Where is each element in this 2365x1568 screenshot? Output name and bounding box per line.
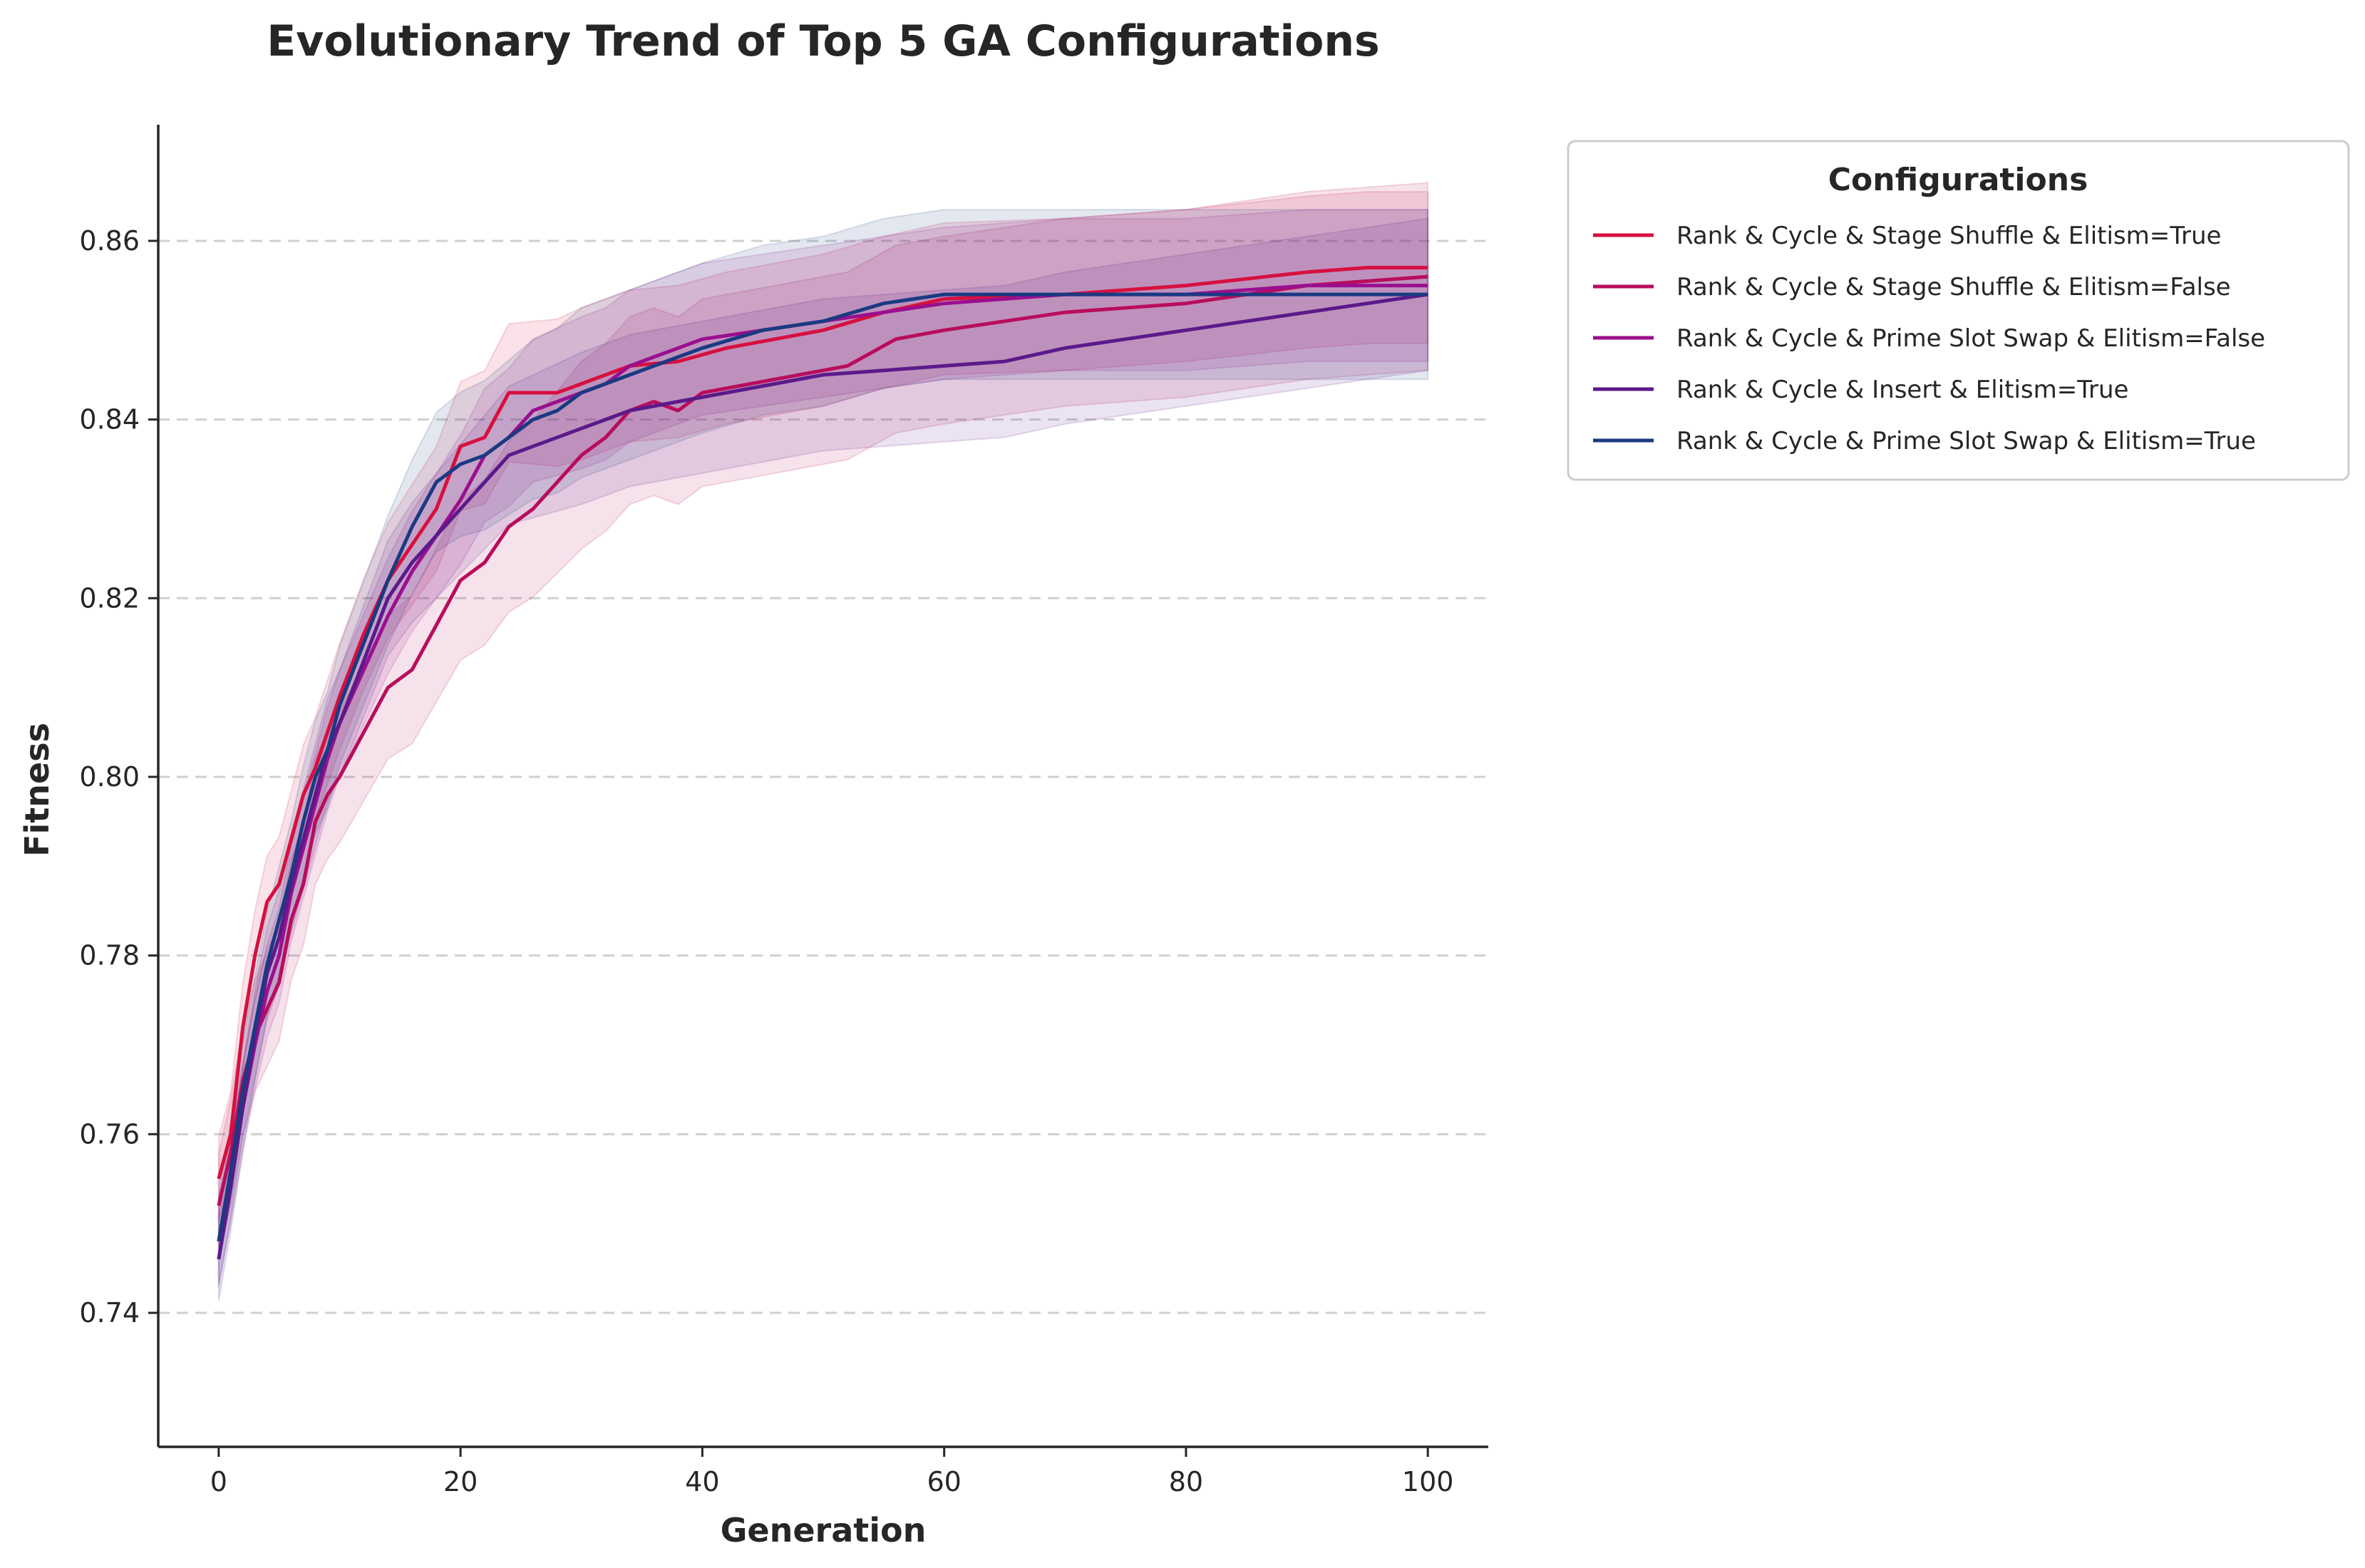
series-band-3 bbox=[217, 217, 1429, 1301]
legend-label-2: Rank & Cycle & Prime Slot Swap & Elitism… bbox=[1676, 324, 2265, 353]
y-tick-label: 0.76 bbox=[79, 1118, 140, 1150]
y-tick-label: 0.80 bbox=[79, 761, 140, 793]
series-line-0 bbox=[217, 266, 1428, 1180]
series-lines bbox=[217, 266, 1428, 1260]
legend-entries: Rank & Cycle & Stage Shuffle & Elitism=T… bbox=[1593, 222, 2265, 455]
legend-label-4: Rank & Cycle & Prime Slot Swap & Elitism… bbox=[1676, 427, 2256, 455]
y-tick-label: 0.74 bbox=[79, 1297, 140, 1329]
x-ticks: 0 20 40 60 80 100 bbox=[210, 1447, 1454, 1497]
y-tick-label: 0.82 bbox=[79, 582, 140, 614]
legend: Configurations Rank & Cycle & Stage Shuf… bbox=[1567, 140, 2350, 481]
chart-title: Evolutionary Trend of Top 5 GA Configura… bbox=[267, 16, 1380, 66]
legend-frame bbox=[1567, 140, 2350, 481]
x-axis-label: Generation bbox=[721, 1511, 927, 1549]
x-tick-label: 20 bbox=[443, 1466, 478, 1497]
x-tick-label: 60 bbox=[927, 1466, 961, 1497]
series-line-1 bbox=[217, 274, 1428, 1207]
legend-label-1: Rank & Cycle & Stage Shuffle & Elitism=F… bbox=[1676, 273, 2231, 301]
y-tick-label: 0.84 bbox=[79, 404, 140, 435]
series-band-4 bbox=[217, 209, 1429, 1289]
legend-label-3: Rank & Cycle & Insert & Elitism=True bbox=[1676, 376, 2128, 404]
series-line-4 bbox=[217, 292, 1428, 1242]
legend-label-0: Rank & Cycle & Stage Shuffle & Elitism=T… bbox=[1676, 222, 2221, 250]
y-axis-label: Fitness bbox=[18, 723, 56, 857]
series-line-3 bbox=[217, 292, 1428, 1260]
y-tick-label: 0.78 bbox=[79, 940, 140, 971]
y-tick-label: 0.86 bbox=[79, 225, 140, 257]
x-tick-label: 0 bbox=[210, 1466, 227, 1497]
y-ticks: 0.74 0.76 0.78 0.80 0.82 0.84 0.86 bbox=[79, 225, 158, 1329]
x-tick-label: 40 bbox=[685, 1466, 719, 1497]
legend-title: Configurations bbox=[1828, 162, 2088, 198]
x-tick-label: 100 bbox=[1402, 1466, 1454, 1497]
x-tick-label: 80 bbox=[1169, 1466, 1203, 1497]
